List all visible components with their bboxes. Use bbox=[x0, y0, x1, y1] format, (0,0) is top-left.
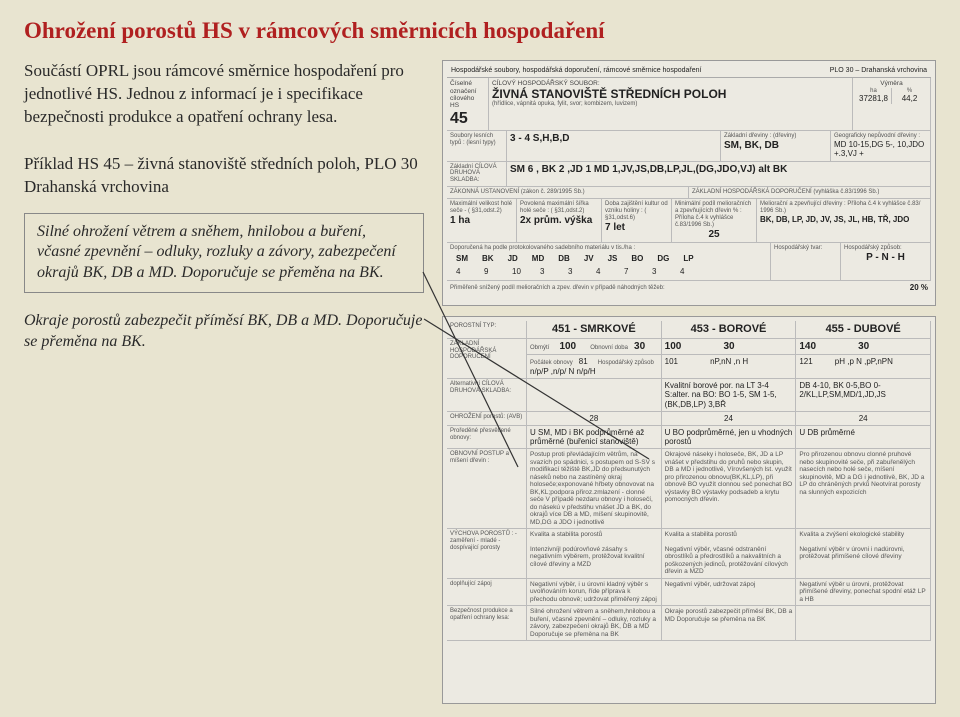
min-podil: 25 bbox=[675, 229, 753, 241]
zakladni-label: Základní dřeviny : (dřeviny) bbox=[724, 133, 827, 140]
note-1-text: Silné ohrožení větrem a sněhem, hnilobou… bbox=[37, 223, 396, 282]
zpusob-label: Hospodářský způsob: bbox=[844, 245, 927, 252]
intro-paragraph: Součástí OPRL jsou rámcové směrnice hosp… bbox=[24, 60, 424, 129]
melior-label: Meliorační a zpevňující dřeviny : Příloh… bbox=[760, 201, 927, 215]
dub-obdoba: 30 bbox=[858, 341, 869, 352]
soubor-sub: (hřídlice, vápnitá opuka, fylit, svor; k… bbox=[492, 101, 849, 108]
col-dub: 455 - DUBOVÉ bbox=[796, 321, 931, 339]
dopl-bor: Negativní výběr, udržovat zápoj bbox=[662, 579, 797, 606]
bezp-dub bbox=[796, 606, 931, 641]
dub-zpusob: pH ,p N ,pP,nPN bbox=[835, 357, 893, 366]
hs-num: 45 bbox=[450, 110, 485, 128]
bor-obdoba: 30 bbox=[723, 341, 734, 352]
doporucena-label: Doporučená ha podle protokolovaného sade… bbox=[450, 245, 767, 252]
bor-obmyti: 100 bbox=[665, 341, 682, 352]
footer-val: 20 % bbox=[910, 283, 928, 292]
left-column: Součástí OPRL jsou rámcové směrnice hosp… bbox=[24, 60, 424, 704]
note-box-1: Silné ohrožení větrem a sněhem, hnilobou… bbox=[24, 213, 424, 293]
dub-pocatek: 121 bbox=[799, 357, 812, 366]
sirka-label: Povolená maximální šířka holé seče : ( §… bbox=[520, 201, 598, 215]
pro-bor: U BO podprůměrné, jen u vhodných porostů bbox=[662, 426, 797, 449]
zakonna-label: ZÁKONNÁ USTANOVENÍ (zákon č. 289/1995 Sb… bbox=[450, 189, 685, 196]
content-columns: Součástí OPRL jsou rámcové směrnice hosp… bbox=[24, 60, 936, 704]
page-title: Ohrožení porostů HS v rámcových směrnicí… bbox=[24, 18, 936, 44]
vych-smrk: Kvalita a stabilita porostů Intenzivníjl… bbox=[527, 529, 662, 579]
col-bor: 453 - BOROVÉ bbox=[662, 321, 797, 339]
bezp-smrk: Silné ohrožení větrem a sněhem,hnilobou … bbox=[527, 606, 662, 641]
tree-cols: SMBKJDMDDBJVJSBODGLP bbox=[450, 252, 767, 265]
ha-val: 37281,8 bbox=[856, 94, 891, 103]
obn-bor: Okrajové náseky i holoseče, BK, JD a LP … bbox=[662, 449, 797, 529]
max-hole: 1 ha bbox=[450, 215, 513, 227]
scanned-form-top: Hospodářské soubory, hospodářská doporuč… bbox=[442, 60, 936, 306]
druhova-val: SM 6 , BK 2 ,JD 1 MD 1,JV,JS,DB,LP,JL,(D… bbox=[510, 164, 927, 176]
soubor-val: ŽIVNÁ STANOVIŠTĚ STŘEDNÍCH POLOH bbox=[492, 88, 849, 102]
connector-line-2 bbox=[424, 319, 654, 464]
dopl-dub: Negativní výběr u úrovni, protěžovat při… bbox=[796, 579, 931, 606]
bor-zpusob: nP,nN ,n H bbox=[710, 357, 748, 366]
example-label: Příklad HS 45 – živná stanoviště střední… bbox=[24, 153, 424, 199]
bor-pocatek: 101 bbox=[665, 357, 678, 366]
zakladni-val: SM, BK, DB bbox=[724, 140, 827, 152]
doba-label: Doba zajištění kultur od vzniku holiny :… bbox=[605, 201, 668, 222]
vych-dub: Kvalita a zvýšení ekologické stability N… bbox=[796, 529, 931, 579]
ohr-dub: 24 bbox=[796, 412, 931, 426]
vychova-side: VÝCHOVA POROSTŮ : - zaměření - mladé - d… bbox=[447, 529, 527, 579]
dopln-side: doplňující zápoj bbox=[447, 579, 527, 606]
scan-header-right: PLO 30 – Drahanská vrchovina bbox=[830, 67, 927, 75]
min-podil-label: Minimální podíl melioračních a zpevňujíc… bbox=[675, 201, 753, 229]
dub-obmyti: 140 bbox=[799, 341, 816, 352]
zpusob-val: P - N - H bbox=[844, 252, 927, 264]
doporuceni-label: ZÁKLADNÍ HOSPODÁŘSKÁ DOPORUČENÍ (vyhlášk… bbox=[692, 189, 927, 196]
sirka: 2x prům. výška bbox=[520, 215, 598, 227]
ohr-bor: 24 bbox=[662, 412, 797, 426]
pct-label: % bbox=[892, 88, 927, 95]
hs-num-label: Číselné označení cílového HS bbox=[450, 80, 485, 110]
note-2-text: Okraje porostů zabezpečit příměsí BK, DB… bbox=[24, 312, 422, 350]
alt-bor: Kvalitní borové por. na LT 3-4 S:alter. … bbox=[662, 379, 797, 412]
ha-label: ha bbox=[856, 88, 891, 95]
lesni-typy-label: Soubory lesních typů : (lesní typy) bbox=[450, 133, 503, 147]
lesni-typy: 3 - 4 S,H,B,D bbox=[510, 133, 717, 145]
obn-dub: Pro přirozenou obnovu clonné pruhové neb… bbox=[796, 449, 931, 529]
vych-bor: Kvalita a stabilita porostů Negativní vý… bbox=[662, 529, 797, 579]
doba: 7 let bbox=[605, 222, 668, 234]
vymera-label: Výměra bbox=[856, 80, 927, 87]
note-plain-2: Okraje porostů zabezpečit příměsí BK, DB… bbox=[24, 311, 424, 353]
tvar-label: Hospodářský tvar: bbox=[774, 245, 837, 252]
bezp-bor: Okraje porostů zabezpečit příměsí BK, DB… bbox=[662, 606, 797, 641]
geo-val: MD 10-15,DG 5-, 10,JDO +.3,VJ + bbox=[834, 140, 927, 158]
max-hole-label: Maximální velikost holé seče - ( §31,ods… bbox=[450, 201, 513, 215]
pro-dub: U DB průměrné bbox=[796, 426, 931, 449]
druhova-label: Základní CÍLOVÁ DRUHOVÁ SKLADBA: bbox=[450, 164, 503, 185]
dopl-smrk: Negativní výběr, i u úrovni kladný výběr… bbox=[527, 579, 662, 606]
scan-header-left: Hospodářské soubory, hospodářská doporuč… bbox=[451, 67, 701, 75]
melior: BK, DB, LP, JD, JV, JS, JL, HB, TŘ, JDO bbox=[760, 215, 927, 224]
alt-dub: DB 4-10, BK 0-5,BO 0- 2/KL,LP,SM,MD/1,JD… bbox=[796, 379, 931, 412]
geo-label: Geograficky nepůvodní dřeviny : bbox=[834, 133, 927, 140]
pct-val: 44,2 bbox=[892, 94, 927, 103]
bezp-side: Bezpečnost produkce a opatření ochrany l… bbox=[447, 606, 527, 641]
